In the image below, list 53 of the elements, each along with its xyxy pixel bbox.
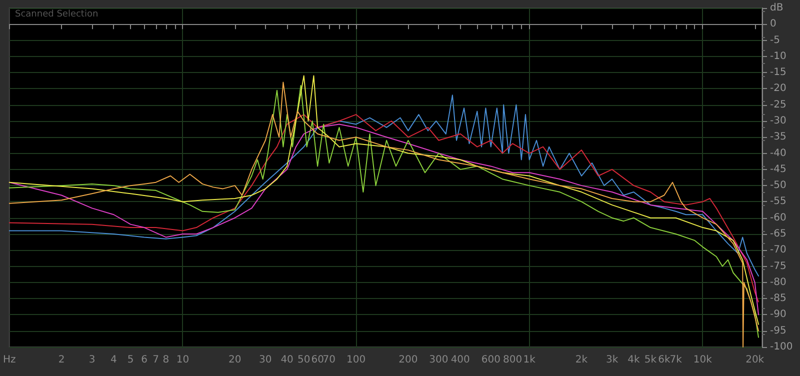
x-tick-label: 100 (346, 354, 366, 366)
y-tick-label: -80 (770, 276, 786, 288)
x-tick-label: 1k (523, 354, 536, 366)
y-tick-label: -70 (770, 244, 786, 256)
x-tick-label: 20 (228, 354, 242, 366)
x-tick-label: 600 (481, 354, 500, 366)
y-tick-label: -40 (770, 148, 786, 159)
x-tick-label: 5 (127, 354, 134, 366)
x-tick-label: 400 (450, 354, 470, 366)
y-tick-label: -5 (770, 34, 780, 46)
x-tick-label: 2 (58, 354, 65, 366)
x-tick-label: 8 (162, 354, 170, 366)
x-tick-label: 300 (429, 354, 448, 366)
x-tick-label: 6k (658, 354, 670, 366)
x-tick-label: 7k (670, 354, 682, 366)
y-tick-label: -75 (770, 260, 786, 272)
y-tick-label: -55 (770, 196, 786, 208)
y-tick-label: -60 (770, 212, 786, 224)
x-tick-label: 50 (297, 354, 310, 366)
y-tick-label: -100 (770, 342, 793, 352)
x-tick-label: 3k (606, 354, 618, 366)
x-tick-label: 5k (644, 354, 657, 366)
y-tick-label: dB (770, 2, 784, 14)
x-tick-label: Hz (2, 354, 16, 366)
x-tick-label: 6 (141, 354, 148, 366)
y-tick-label: -25 (770, 99, 786, 110)
chart-title: Scanned Selection (15, 10, 98, 20)
y-tick-label: -45 (770, 164, 786, 175)
x-tick-label: 60 (311, 354, 324, 366)
y-tick-label: -30 (770, 116, 786, 126)
x-tick-label: 4k (628, 354, 640, 366)
x-tick-label: 40 (280, 354, 294, 366)
y-tick-label: -20 (770, 83, 786, 94)
y-tick-label: -50 (770, 180, 786, 192)
x-tick-label: 10k (693, 354, 712, 366)
y-tick-label: -85 (770, 293, 786, 304)
x-tick-label: 20k (746, 354, 764, 366)
y-tick-label: -35 (770, 132, 786, 143)
y-tick-label: 0 (770, 18, 776, 30)
x-tick-label: 4 (110, 354, 117, 366)
y-tick-label: -90 (770, 309, 786, 320)
x-tick-label: 70 (322, 354, 336, 366)
x-tick-label: 10 (176, 354, 190, 366)
x-tick-label: 7 (152, 354, 160, 366)
x-tick-label: 200 (398, 354, 418, 366)
y-tick-label: -15 (770, 67, 786, 78)
y-tick-label: -65 (770, 228, 786, 240)
y-tick-label: -95 (770, 325, 786, 336)
x-tick-label: 800 (502, 354, 522, 366)
x-tick-label: 3 (88, 354, 96, 366)
x-tick-label: 30 (259, 354, 272, 366)
y-tick-label: -10 (770, 50, 786, 62)
x-tick-label: 2k (575, 354, 588, 366)
